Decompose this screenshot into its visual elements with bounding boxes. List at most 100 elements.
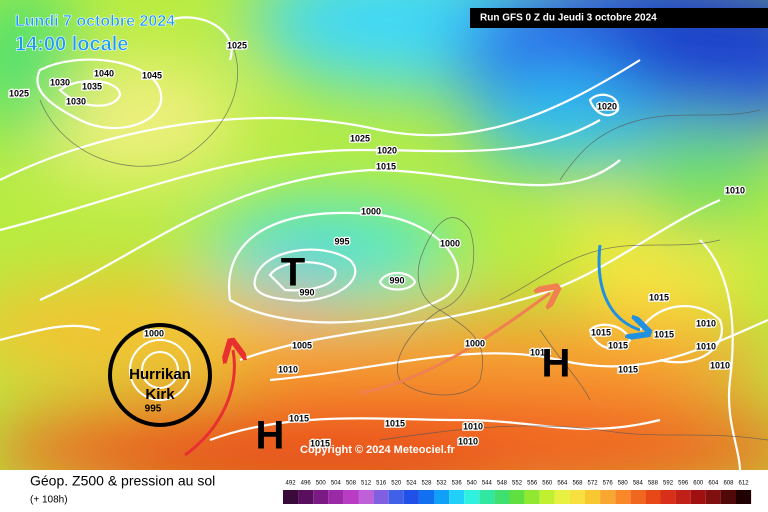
isobar-label: 1000 [465,338,485,348]
legend-label: 564 [557,481,568,487]
legend-label: 580 [618,481,629,487]
isobar-label: 1035 [82,81,102,91]
isobar-label: 1030 [66,96,86,106]
legend-swatch [464,490,480,504]
legend-label: 556 [527,481,538,487]
legend-swatch [569,490,585,504]
isobar-label: 1015 [618,364,638,374]
isobar-label: 1015 [310,438,330,448]
legend-swatch [524,490,540,504]
legend-label: 504 [331,481,342,487]
isobar-label: 1000 [361,206,381,216]
legend-label: 524 [406,481,417,487]
legend-swatch [600,490,616,504]
legend-swatch [479,490,495,504]
color-legend: 492 496 500 504 508 512 516 520 524 528 532 536 540 5… [283,481,752,504]
isobar-label: 1015 [591,327,611,337]
legend-label: 512 [361,481,372,487]
isobar-label: 1015 [530,347,550,357]
low-center: T [281,251,305,295]
isobar-label: 1020 [597,101,617,111]
isobar-label: 1010 [696,318,716,328]
legend-swatch [585,490,601,504]
isobar-labels: 1025 1030 1040 1045 1025 1035 1030 1020 1025 1020… [8,39,747,450]
legend-label: 568 [572,481,583,487]
legend-label: 520 [391,481,402,487]
legend-swatch [690,490,706,504]
legend-swatch [660,490,676,504]
legend-swatch [449,490,465,504]
legend-label: 516 [376,481,387,487]
legend-swatch [645,490,661,504]
isobar-label: 1000 [440,238,460,248]
legend-label: 600 [693,481,704,487]
legend-label: 584 [633,481,644,487]
legend-swatch [283,490,299,504]
legend-swatch [509,490,525,504]
high-center: H [542,342,571,386]
isobar-label: 995 [334,236,349,246]
legend-label: 528 [421,481,432,487]
isobar-label: 1045 [142,70,162,80]
hurricane-pressure: 995 [145,404,162,415]
legend-label: 508 [346,481,357,487]
isobar-label: 1010 [458,436,478,446]
hurricane-name: Hurrikan [129,366,191,383]
isobar-label: 1010 [710,360,730,370]
hurricane-marker: Hurrikan Kirk 995 [108,323,212,427]
isobar-label: 1025 [9,88,29,98]
legend-swatch [630,490,646,504]
legend-label: 576 [603,481,614,487]
run-banner [470,8,768,28]
isobar-label: 1020 [377,145,397,155]
coastlines [39,39,768,441]
legend-label: 500 [316,481,327,487]
isobar-label: 990 [299,287,314,297]
legend-swatch [403,490,419,504]
hurricane-name: Kirk [145,386,175,403]
legend-label: 592 [663,481,674,487]
isobar-label: 1010 [725,185,745,195]
legend-swatch [358,490,374,504]
isobar-label: 1015 [654,329,674,339]
legend-label: 572 [588,481,599,487]
legend-label: 544 [482,481,493,487]
copyright: Copyright © 2024 Meteociel.fr [300,444,456,456]
high-center: H [256,414,285,458]
legend-label: 540 [467,481,478,487]
isobar-label: 1010 [278,364,298,374]
legend-swatch [675,490,691,504]
isobar-label: 1025 [350,133,370,143]
forecast-date: Lundi 7 octobre 2024 [15,13,175,30]
isobar-label: 1005 [292,340,312,350]
isobar-label: 1010 [463,421,483,431]
legend-swatch [388,490,404,504]
legend-label: 560 [542,481,553,487]
legend-swatch [539,490,555,504]
isobar-label: 1015 [649,292,669,302]
isobars [0,16,768,470]
legend-swatch [736,490,752,504]
steering-arrows [184,244,640,457]
legend-label: 604 [708,481,719,487]
run-info: Run GFS 0 Z du Jeudi 3 octobre 2024 [480,13,657,24]
isobar-label: 1010 [696,341,716,351]
isobar-label: 1025 [227,40,247,50]
footer-title: Géop. Z500 & pression au sol [30,473,215,489]
legend-label: 532 [437,481,448,487]
legend-label: 548 [497,481,508,487]
isobar-label: 990 [389,275,404,285]
legend-swatch [373,490,389,504]
legend-label: 496 [301,481,312,487]
legend-swatch [298,490,314,504]
isobar-label: 1030 [50,77,70,87]
forecast-time: 14:00 locale [15,33,128,55]
legend-label: 536 [452,481,463,487]
legend-swatch [328,490,344,504]
isobar-label: 1015 [289,413,309,423]
isobar-label: 1000 [144,328,164,338]
legend-swatch [343,490,359,504]
